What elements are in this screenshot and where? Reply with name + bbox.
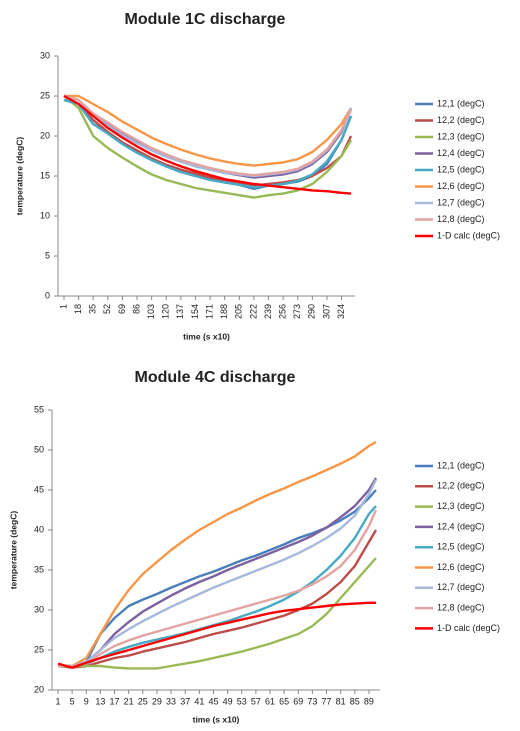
series-line [63, 94, 353, 177]
y-tick-label: 0 [45, 290, 50, 300]
y-tick-label: 25 [40, 90, 50, 100]
x-axis-title: time (s x10) [193, 714, 240, 724]
x-tick-label: 1 [58, 304, 68, 309]
x-tick-label: 154 [190, 304, 200, 319]
x-axis-title: time (s x10) [183, 331, 230, 341]
x-tick-label: 137 [175, 304, 185, 319]
legend-label: 12,6 (degC) [437, 562, 485, 572]
x-tick-label: 77 [322, 696, 332, 706]
x-tick-label: 1 [55, 696, 60, 706]
legend-label: 12,8 (degC) [437, 214, 485, 224]
x-tick-label: 57 [251, 696, 261, 706]
legend-label: 12,2 (degC) [437, 481, 485, 491]
x-tick-label: 171 [204, 304, 214, 319]
x-tick-label: 290 [307, 304, 317, 319]
legend-label: 12,7 (degC) [437, 197, 485, 207]
chart-title: Module 4C discharge [135, 369, 296, 386]
legend-label: 12,4 (degC) [437, 148, 485, 158]
x-tick-label: 13 [95, 696, 105, 706]
x-tick-label: 205 [234, 304, 244, 319]
y-tick-label: 30 [34, 604, 44, 614]
x-tick-label: 45 [208, 696, 218, 706]
y-tick-label: 55 [34, 404, 44, 414]
legend-label: 12,8 (degC) [437, 602, 485, 612]
x-tick-label: 5 [70, 696, 75, 706]
x-tick-label: 222 [248, 304, 258, 319]
x-tick-label: 103 [146, 304, 156, 319]
y-tick-label: 35 [34, 564, 44, 574]
x-tick-label: 17 [110, 696, 120, 706]
y-tick-label: 30 [40, 50, 50, 60]
x-tick-label: 52 [102, 304, 112, 314]
series-line [58, 440, 377, 668]
series-line [58, 489, 377, 668]
y-tick-label: 25 [34, 644, 44, 654]
y-tick-label: 20 [34, 684, 44, 694]
series-line [58, 557, 377, 670]
x-tick-label: 69 [293, 696, 303, 706]
series-line [63, 94, 353, 187]
x-tick-label: 69 [117, 304, 127, 314]
legend-label: 12,7 (degC) [437, 582, 485, 592]
y-tick-label: 5 [45, 250, 50, 260]
legend-label: 12,2 (degC) [437, 115, 485, 125]
x-tick-label: 89 [364, 696, 374, 706]
legend-label: 12,4 (degC) [437, 521, 485, 531]
x-tick-label: 307 [321, 304, 331, 319]
series-line [58, 509, 378, 668]
legend-label: 12,1 (degC) [437, 460, 485, 470]
series-line [63, 95, 353, 199]
legend-label: 12,3 (degC) [437, 131, 485, 141]
y-tick-label: 10 [40, 210, 50, 220]
y-tick-label: 40 [34, 524, 44, 534]
series-line [63, 98, 353, 189]
x-tick-label: 188 [219, 304, 229, 319]
legend-label: 12,1 (degC) [437, 98, 485, 108]
x-tick-label: 73 [307, 696, 317, 706]
x-tick-label: 85 [350, 696, 360, 706]
legend-label: 12,5 (degC) [437, 542, 485, 552]
x-tick-label: 21 [124, 696, 134, 706]
series-line [57, 529, 378, 669]
x-tick-label: 33 [166, 696, 176, 706]
x-tick-label: 9 [84, 696, 89, 706]
series-line [58, 479, 378, 668]
x-tick-label: 41 [194, 696, 204, 706]
y-tick-label: 20 [40, 130, 50, 140]
x-tick-label: 29 [152, 696, 162, 706]
legend-label: 12,6 (degC) [437, 181, 485, 191]
y-axis-title: temperature (degC) [8, 511, 18, 590]
x-tick-label: 256 [277, 304, 287, 319]
x-tick-label: 239 [263, 304, 273, 319]
x-tick-label: 49 [223, 696, 233, 706]
x-tick-label: 120 [161, 304, 171, 319]
y-tick-label: 50 [34, 444, 44, 454]
y-axis-title: temperature (degC) [14, 137, 24, 216]
series-line [64, 94, 353, 167]
x-tick-label: 86 [131, 304, 141, 314]
x-tick-label: 25 [138, 696, 148, 706]
series-line [58, 477, 378, 668]
x-tick-label: 65 [279, 696, 289, 706]
x-tick-label: 273 [292, 304, 302, 319]
legend-label: 1-D calc (degC) [437, 623, 500, 633]
x-tick-label: 53 [237, 696, 247, 706]
x-tick-label: 18 [73, 304, 83, 314]
x-tick-label: 37 [180, 696, 190, 706]
x-tick-label: 61 [265, 696, 275, 706]
x-tick-label: 324 [336, 304, 346, 319]
x-tick-label: 35 [88, 304, 98, 314]
x-tick-label: 81 [336, 696, 346, 706]
legend-label: 12,5 (degC) [437, 164, 485, 174]
series-line [57, 601, 376, 669]
legend-label: 12,3 (degC) [437, 501, 485, 511]
series-line [63, 94, 352, 195]
y-tick-label: 15 [40, 170, 50, 180]
legend-label: 1-D calc (degC) [437, 230, 500, 240]
chart-title: Module 1C discharge [125, 11, 286, 28]
y-tick-label: 45 [34, 484, 44, 494]
